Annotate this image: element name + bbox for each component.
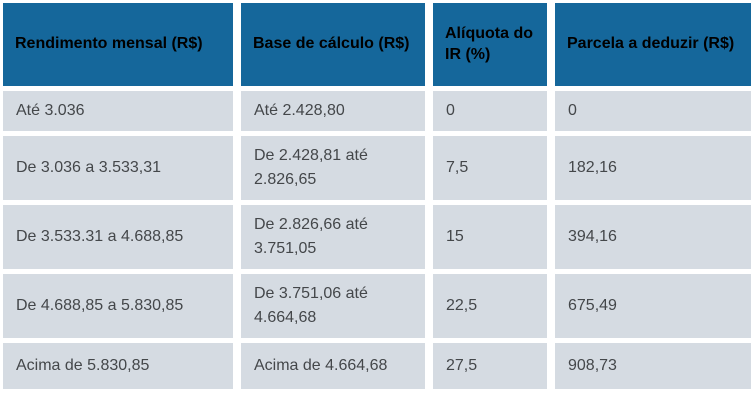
table-cell-aliquota-row1: 0 (433, 91, 547, 131)
table-cell-base-row1: Até 2.428,80 (241, 91, 425, 131)
table-cell-aliquota-row2: 7,5 (433, 136, 547, 200)
table-cell-rendimento-row5: Acima de 5.830,85 (3, 343, 233, 389)
table-cell-base-row4: De 3.751,06 até 4.664,68 (241, 274, 425, 338)
column-header-parcela-deduzir: Parcela a deduzir (R$) (555, 3, 751, 86)
table-cell-aliquota-row4: 22,5 (433, 274, 547, 338)
table-cell-rendimento-row4: De 4.688,85 a 5.830,85 (3, 274, 233, 338)
table-cell-aliquota-row5: 27,5 (433, 343, 547, 389)
table-cell-rendimento-row2: De 3.036 a 3.533,31 (3, 136, 233, 200)
table-cell-parcela-row3: 394,16 (555, 205, 751, 269)
column-header-aliquota-ir: Alíquota do IR (%) (433, 3, 547, 86)
income-tax-table: Rendimento mensal (R$) Base de cálculo (… (3, 3, 751, 389)
table-cell-base-row3: De 2.826,66 até 3.751,05 (241, 205, 425, 269)
table-cell-parcela-row5: 908,73 (555, 343, 751, 389)
column-header-base-de-calculo: Base de cálculo (R$) (241, 3, 425, 86)
column-header-rendimento-mensal: Rendimento mensal (R$) (3, 3, 233, 86)
table-cell-parcela-row2: 182,16 (555, 136, 751, 200)
table-cell-aliquota-row3: 15 (433, 205, 547, 269)
table-cell-rendimento-row1: Até 3.036 (3, 91, 233, 131)
table-cell-parcela-row4: 675,49 (555, 274, 751, 338)
table-cell-base-row5: Acima de 4.664,68 (241, 343, 425, 389)
table-cell-parcela-row1: 0 (555, 91, 751, 131)
table-cell-base-row2: De 2.428,81 até 2.826,65 (241, 136, 425, 200)
table-cell-rendimento-row3: De 3.533.31 a 4.688,85 (3, 205, 233, 269)
